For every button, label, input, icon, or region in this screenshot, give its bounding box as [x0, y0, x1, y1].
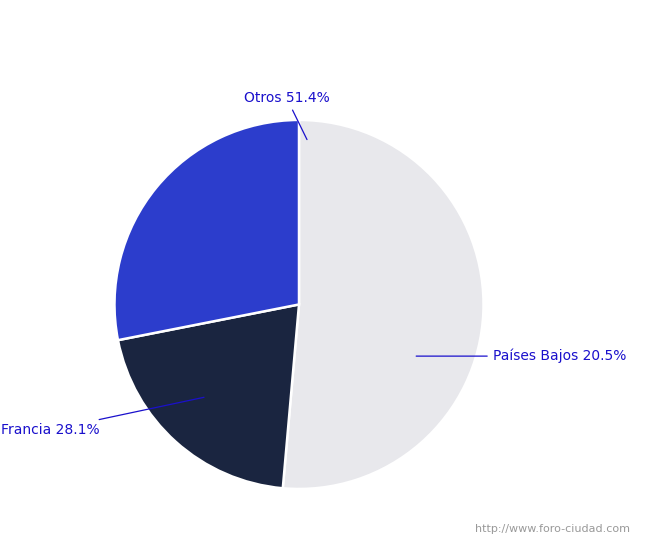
- Wedge shape: [118, 305, 299, 488]
- Text: http://www.foro-ciudad.com: http://www.foro-ciudad.com: [476, 524, 630, 534]
- Wedge shape: [283, 120, 484, 489]
- Text: Países Bajos 20.5%: Países Bajos 20.5%: [416, 349, 626, 364]
- Text: Francia 28.1%: Francia 28.1%: [1, 397, 204, 437]
- Text: Villanueva de la Reina - Turistas extranjeros según país - Abril de 2024: Villanueva de la Reina - Turistas extran…: [20, 21, 630, 37]
- Text: Otros 51.4%: Otros 51.4%: [244, 91, 330, 140]
- Wedge shape: [114, 120, 299, 340]
